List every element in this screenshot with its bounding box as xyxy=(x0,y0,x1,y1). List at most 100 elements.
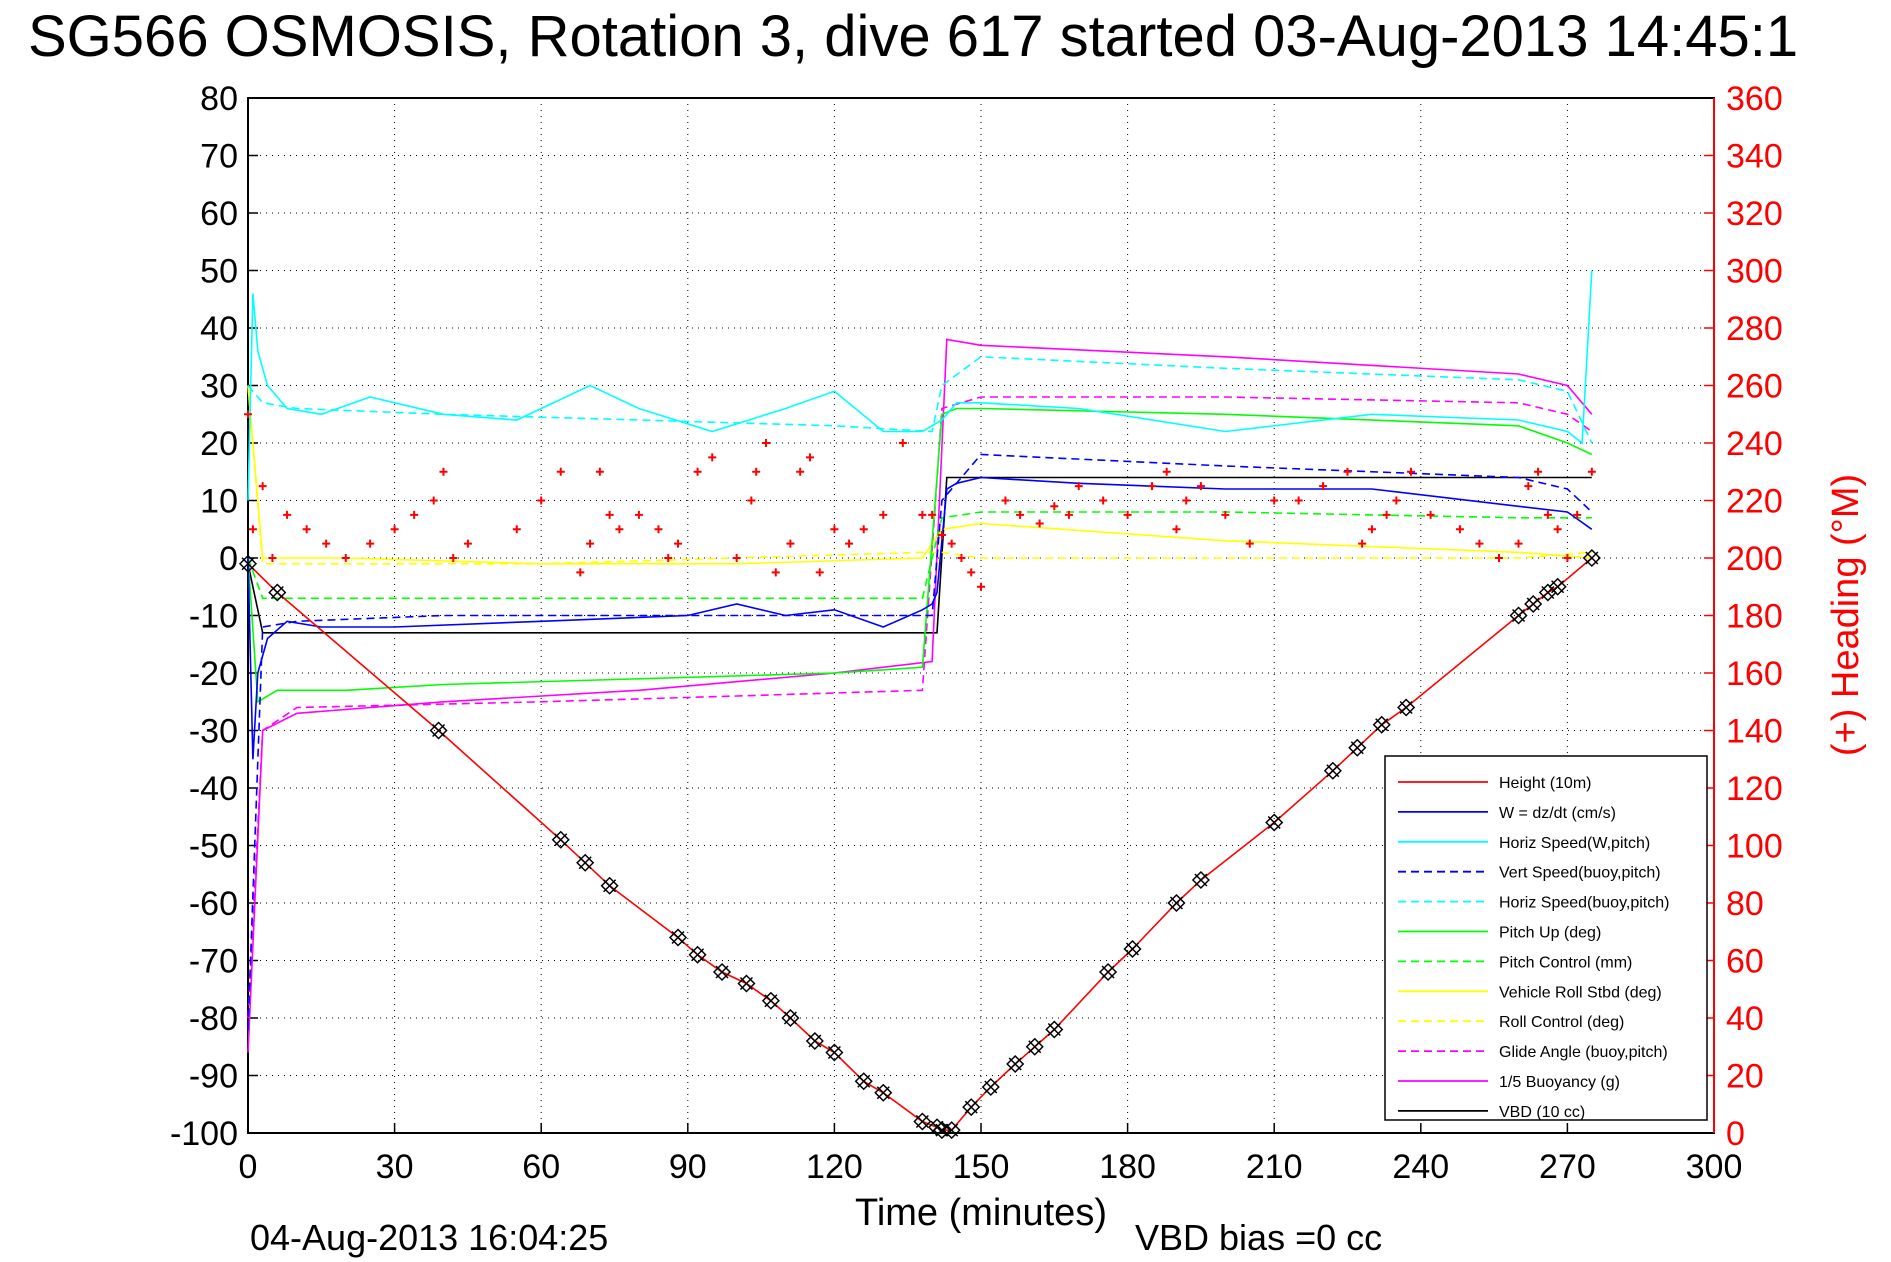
y-tick-label: 10 xyxy=(200,483,238,521)
series-roll-control-deg xyxy=(247,385,1592,565)
series-horiz-speed-w-pitch xyxy=(247,270,1593,501)
heading-point xyxy=(258,482,267,491)
height-marker xyxy=(1509,606,1528,625)
heading-point xyxy=(1001,496,1010,505)
height-marker xyxy=(1167,893,1186,913)
height-marker xyxy=(1045,1020,1064,1039)
x-tick-label: 150 xyxy=(953,1148,1010,1186)
height-marker xyxy=(600,876,619,895)
tick-labels: 0 30 60 90 120 150 180 210 240 270 300807060504030… xyxy=(170,80,1783,1186)
height-marker xyxy=(913,1112,932,1131)
footer-timestamp: 04-Aug-2013 16:04:25 xyxy=(250,1217,608,1258)
height-marker xyxy=(1548,577,1567,596)
heading-point xyxy=(283,510,292,519)
series-vert-speed-buoy-pitch xyxy=(247,453,1593,1030)
y-tick-label: 70 xyxy=(200,138,238,176)
heading-point xyxy=(1099,496,1108,505)
y-tick-label: 80 xyxy=(200,80,238,118)
legend-label: VBD (10 cc) xyxy=(1499,1104,1585,1121)
y-right-tick-label: 160 xyxy=(1726,655,1783,693)
height-marker xyxy=(825,1043,844,1062)
legend-label: Roll Control (deg) xyxy=(1499,1014,1624,1031)
heading-point xyxy=(859,525,868,534)
heading-point xyxy=(761,439,770,447)
y-right-tick-label: 40 xyxy=(1726,1000,1764,1038)
legend-box xyxy=(1384,755,1708,1121)
heading-point xyxy=(1563,554,1572,562)
y-tick-label: 20 xyxy=(200,425,238,463)
heading-point xyxy=(1148,482,1157,491)
y-tick-label: -50 xyxy=(189,828,238,866)
heading-point xyxy=(268,554,277,562)
heading-point xyxy=(366,539,375,548)
y-right-tick-label: 0 xyxy=(1726,1115,1745,1153)
y-tick-label: -40 xyxy=(189,770,238,808)
heading-point xyxy=(1270,496,1279,505)
series-pitch-up-deg xyxy=(247,407,1593,704)
height-marker xyxy=(238,554,258,573)
height-marker xyxy=(1372,715,1391,734)
vbd-bias-label: VBD bias =0 cc xyxy=(1135,1217,1382,1258)
heading-point xyxy=(664,554,673,562)
heading-point xyxy=(830,525,839,534)
height-marker xyxy=(761,991,780,1010)
heading-point xyxy=(1367,525,1376,534)
height-marker xyxy=(1582,548,1601,568)
heading-point xyxy=(1035,519,1044,528)
legend-label: Vehicle Roll Stbd (deg) xyxy=(1499,984,1662,1001)
height-marker xyxy=(1524,594,1543,614)
heading-point xyxy=(1172,525,1181,534)
y-right-tick-label: 260 xyxy=(1726,368,1783,406)
series--heading-m xyxy=(244,410,1596,591)
height-marker xyxy=(1025,1037,1044,1056)
x-tick-label: 120 xyxy=(806,1148,863,1186)
page-title: SG566 OSMOSIS, Rotation 3, dive 617 star… xyxy=(28,4,1799,69)
heading-point xyxy=(1407,467,1416,476)
heading-point xyxy=(1123,510,1132,519)
legend-label: Glide Angle (buoy,pitch) xyxy=(1499,1044,1668,1061)
legend-label: Pitch Up (deg) xyxy=(1499,925,1601,942)
height-marker xyxy=(737,974,756,993)
heading-point xyxy=(1064,510,1073,519)
y-right-tick-label: 220 xyxy=(1726,483,1783,521)
heading-point xyxy=(1182,496,1191,505)
markers-layer xyxy=(238,410,1601,1140)
heading-point xyxy=(977,582,985,591)
heading-point xyxy=(928,510,937,519)
x-tick-label: 300 xyxy=(1686,1148,1743,1186)
heading-point xyxy=(1319,482,1328,491)
y-right-tick-label: 120 xyxy=(1726,770,1783,808)
heading-point xyxy=(815,568,824,577)
y-right-tick-label: 280 xyxy=(1726,310,1783,348)
series-vehicle-roll-stbd-deg xyxy=(247,385,1592,565)
y-right-tick-label: 240 xyxy=(1726,425,1783,463)
x-tick-label: 210 xyxy=(1246,1148,1303,1186)
y-tick-label: 50 xyxy=(200,253,238,291)
x-tick-label: 60 xyxy=(522,1148,560,1186)
heading-point xyxy=(429,496,438,505)
series-vbd-10-cc xyxy=(247,476,1592,634)
height-marker xyxy=(942,1121,961,1140)
heading-point xyxy=(1162,467,1171,476)
series-w-dz-dt-cm-s xyxy=(247,476,1593,760)
heading-point xyxy=(937,531,946,539)
x-tick-label: 30 xyxy=(376,1148,414,1186)
y-tick-label: -100 xyxy=(170,1115,238,1153)
y-right-tick-label: 100 xyxy=(1726,828,1783,866)
legend-label: Horiz Speed(W,pitch) xyxy=(1499,835,1650,852)
heading-point xyxy=(1494,554,1503,562)
height-marker xyxy=(668,928,688,947)
height-marker xyxy=(981,1077,1000,1097)
height-marker xyxy=(576,853,595,872)
x-tick-label: 270 xyxy=(1539,1148,1596,1186)
heading-point xyxy=(1196,482,1205,491)
heading-point xyxy=(1245,539,1254,548)
x-axis-label: Time (minutes) xyxy=(855,1192,1107,1234)
x-tick-label: 90 xyxy=(669,1148,707,1186)
heading-point xyxy=(947,539,956,548)
series-layer xyxy=(247,270,1593,1131)
y-tick-label: -80 xyxy=(189,1000,238,1038)
heading-point xyxy=(1475,539,1484,548)
heading-point xyxy=(879,510,888,519)
heading-point xyxy=(674,539,683,548)
